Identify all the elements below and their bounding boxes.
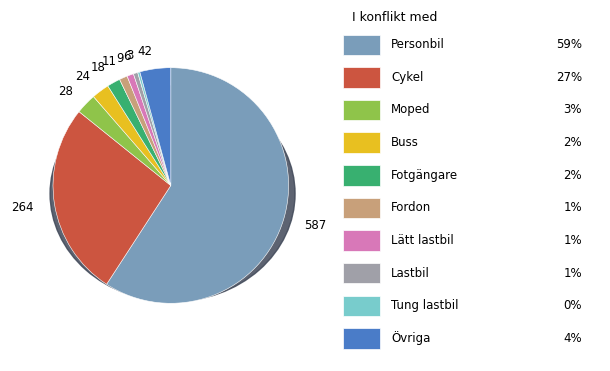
FancyBboxPatch shape [343,230,380,251]
Text: 264: 264 [11,201,34,214]
Wedge shape [107,68,289,303]
Text: Cykel: Cykel [391,70,423,84]
Text: Lastbil: Lastbil [391,266,430,280]
Text: 4%: 4% [563,332,582,345]
FancyBboxPatch shape [343,328,380,349]
Wedge shape [140,68,171,186]
Wedge shape [127,74,171,186]
Wedge shape [134,72,171,186]
Text: Fordon: Fordon [391,201,431,214]
Text: Personbil: Personbil [391,38,445,51]
Ellipse shape [50,86,295,302]
FancyBboxPatch shape [343,263,380,283]
Wedge shape [108,79,171,186]
FancyBboxPatch shape [343,296,380,316]
Text: Moped: Moped [391,103,431,116]
Text: Övriga: Övriga [391,331,431,345]
Text: 2%: 2% [563,168,582,182]
Text: Lätt lastbil: Lätt lastbil [391,234,454,247]
Text: 27%: 27% [556,70,582,84]
Text: 24: 24 [75,70,90,83]
Text: 3: 3 [126,49,134,62]
Text: 1%: 1% [563,266,582,280]
Text: Tung lastbil: Tung lastbil [391,299,459,312]
Text: 587: 587 [304,219,326,232]
Text: 6: 6 [123,50,131,63]
Text: 1%: 1% [563,201,582,214]
Text: 42: 42 [138,45,153,58]
Wedge shape [93,86,171,186]
Text: 28: 28 [59,85,73,98]
FancyBboxPatch shape [343,198,380,218]
FancyBboxPatch shape [343,35,380,55]
Text: 9: 9 [117,52,124,65]
FancyBboxPatch shape [343,100,380,120]
Text: Fotgängare: Fotgängare [391,168,458,182]
FancyBboxPatch shape [343,165,380,186]
Text: Buss: Buss [391,136,419,149]
Wedge shape [53,112,171,284]
Text: 3%: 3% [564,103,582,116]
FancyBboxPatch shape [343,132,380,153]
Wedge shape [138,72,171,186]
Text: 18: 18 [90,60,105,73]
FancyBboxPatch shape [343,67,380,88]
Text: 2%: 2% [563,136,582,149]
Wedge shape [120,76,171,186]
Wedge shape [79,96,171,186]
Text: 1%: 1% [563,234,582,247]
Text: 11: 11 [101,55,116,68]
Text: 59%: 59% [556,38,582,51]
Text: 0%: 0% [564,299,582,312]
Text: I konflikt med: I konflikt med [352,11,437,24]
